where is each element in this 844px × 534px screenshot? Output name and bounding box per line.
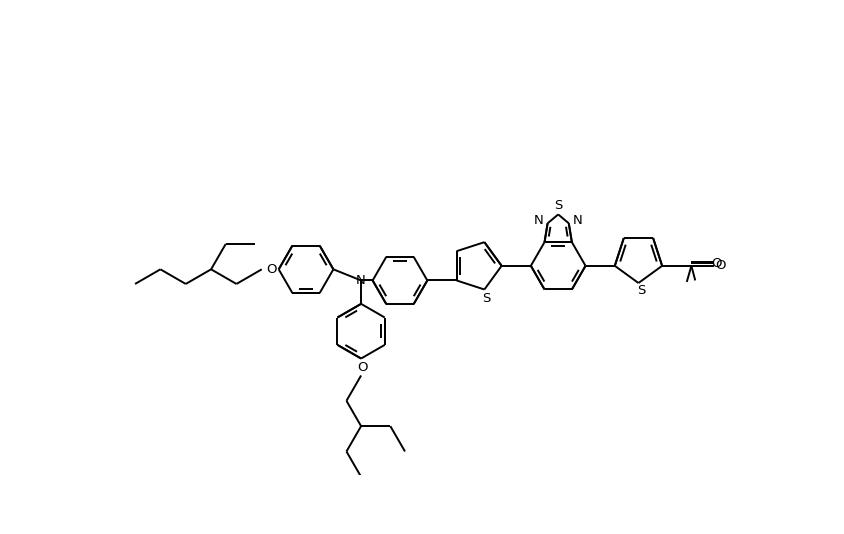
Text: O: O (357, 362, 367, 374)
Text: O: O (710, 257, 721, 271)
Text: N: N (356, 274, 365, 287)
Text: S: S (482, 292, 490, 305)
Text: O: O (715, 260, 725, 272)
Text: O: O (266, 263, 276, 276)
Text: S: S (554, 199, 562, 211)
Text: S: S (636, 284, 645, 297)
Text: N: N (572, 215, 582, 227)
Text: N: N (533, 215, 543, 227)
